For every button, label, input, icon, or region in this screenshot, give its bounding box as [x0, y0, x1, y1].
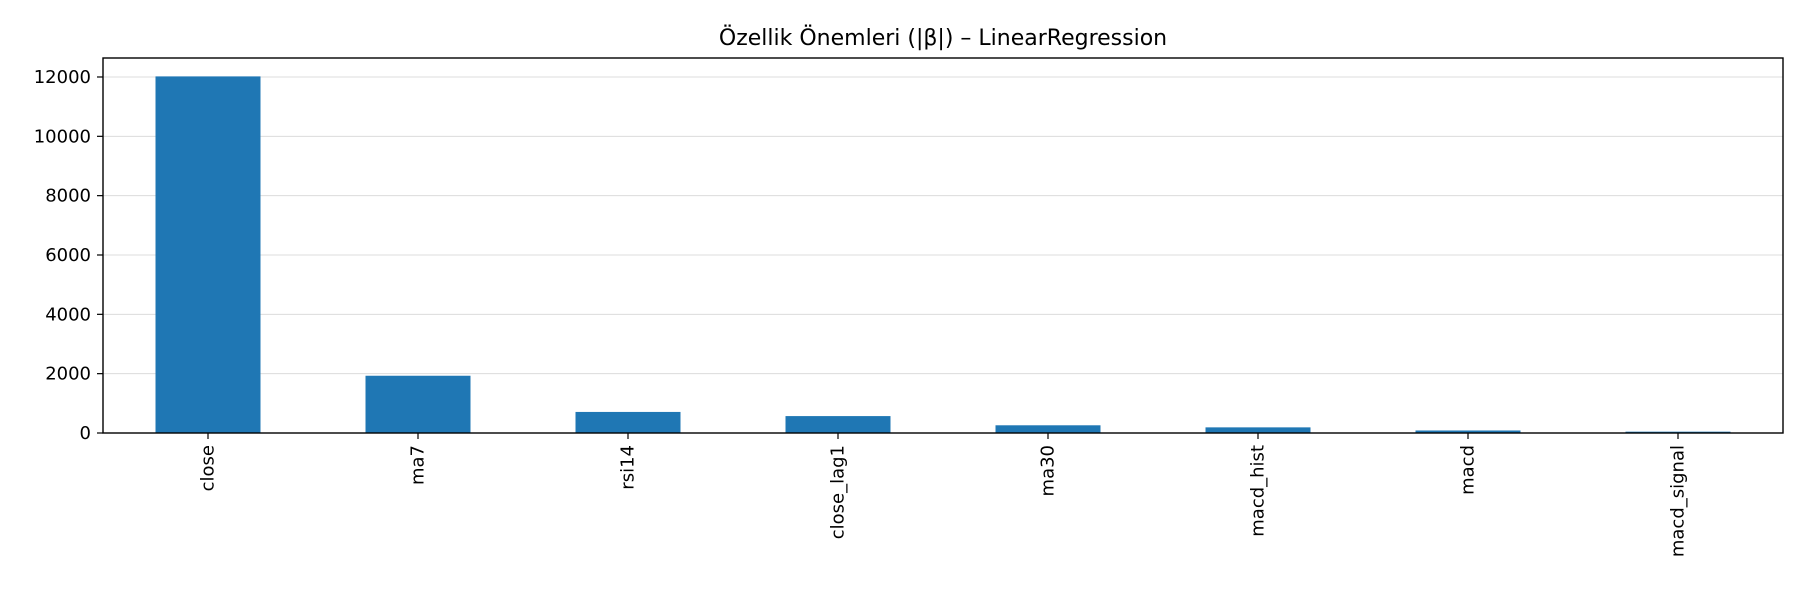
bar-ma30: [995, 425, 1101, 433]
y-tick-label: 4000: [45, 304, 91, 325]
y-tick-label: 0: [80, 423, 91, 444]
x-tick-label: close_lag1: [828, 445, 849, 539]
chart-title: Özellik Önemleri (|β|) – LinearRegressio…: [719, 25, 1167, 51]
x-tick-label: macd: [1458, 445, 1479, 495]
bar-close: [155, 76, 261, 434]
y-tick-label: 8000: [45, 186, 91, 207]
y-tick-label: 6000: [45, 245, 91, 266]
y-tick-label: 12000: [34, 67, 91, 88]
y-axis-ticks: 0 2000 4000 6000 8000 10000 12000: [34, 67, 103, 444]
x-tick-label: close: [198, 445, 219, 491]
x-tick-label: macd_signal: [1668, 445, 1689, 557]
bar-macd-hist: [1205, 427, 1311, 433]
y-tick-label: 10000: [34, 126, 91, 147]
bar-ma7: [365, 375, 471, 433]
plot-frame: [102, 57, 1784, 434]
bar-close-lag1: [785, 416, 891, 433]
x-tick-label: rsi14: [618, 445, 639, 490]
bars: [155, 76, 1731, 434]
gridlines: [103, 76, 1783, 375]
bar-rsi14: [575, 411, 681, 433]
x-tick-label: ma30: [1038, 445, 1059, 496]
axes: [102, 57, 1784, 434]
x-tick-label: ma7: [408, 445, 429, 485]
y-tick-label: 2000: [45, 364, 91, 385]
x-axis-ticks: close ma7 rsi14 close_lag1 ma30 macd_hist macd…: [198, 433, 1689, 557]
bar-macd: [1415, 430, 1521, 433]
x-tick-label: macd_hist: [1248, 445, 1269, 537]
